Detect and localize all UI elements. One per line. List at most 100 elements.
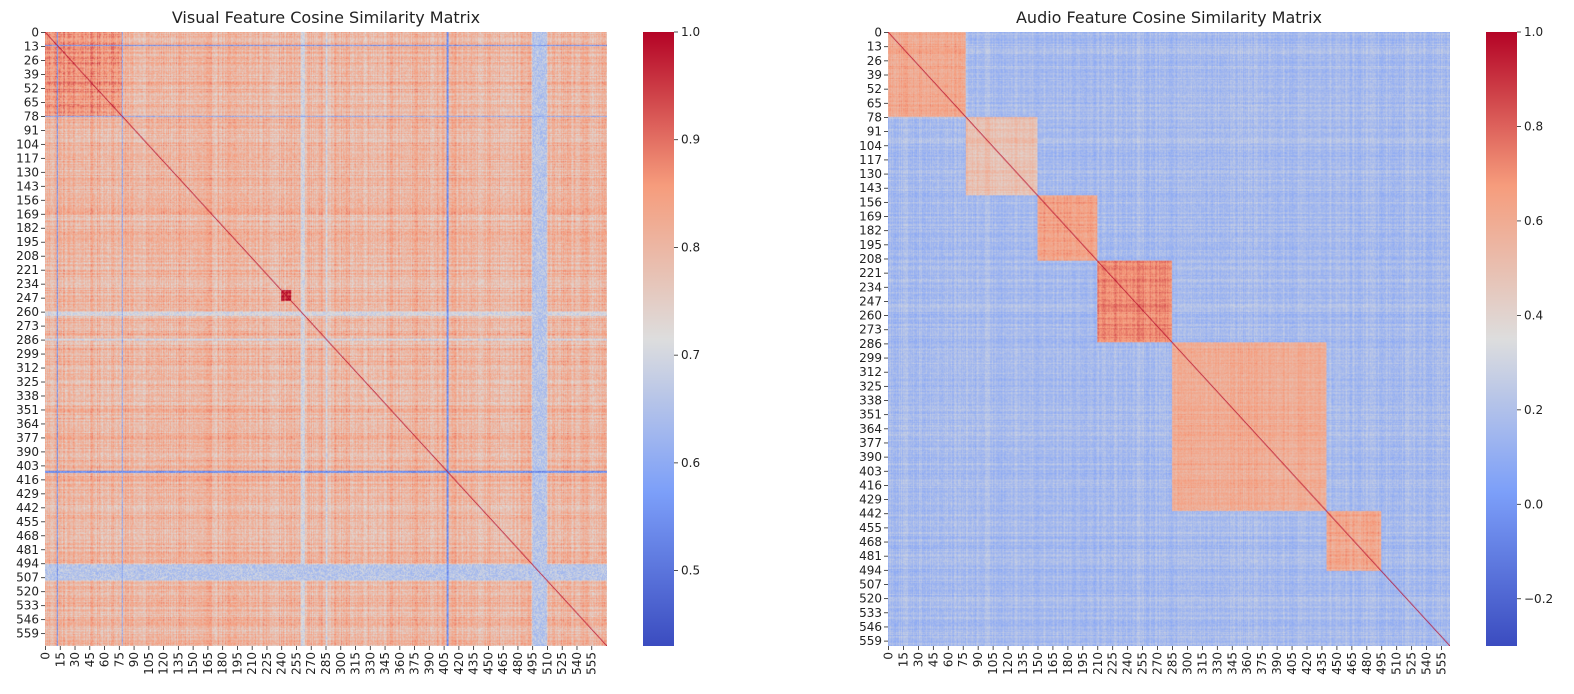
y-tick-label: 559 <box>16 627 39 641</box>
y-tick-label: 39 <box>867 68 882 82</box>
x-tick-label: 525 <box>555 652 569 675</box>
y-tick-label: 182 <box>859 224 882 238</box>
x-tick-label: 120 <box>1001 652 1015 675</box>
colorbar-tick-label: 0.6 <box>1524 214 1543 228</box>
y-tick-label: 533 <box>16 599 39 613</box>
x-tick-label: 450 <box>1330 652 1344 675</box>
x-tick-label: 240 <box>275 652 289 675</box>
x-tick-label: 300 <box>334 652 348 675</box>
y-tick-label: 520 <box>16 585 39 599</box>
x-tick-label: 345 <box>1225 652 1239 675</box>
x-tick-label: 120 <box>157 652 171 675</box>
x-tick-label: 555 <box>1435 652 1449 675</box>
y-tick-label: 455 <box>859 521 882 535</box>
x-tick-label: 90 <box>127 652 141 667</box>
y-tick-label: 364 <box>16 417 39 431</box>
y-tick-label: 156 <box>16 193 39 207</box>
y-tick-label: 130 <box>16 165 39 179</box>
y-tick-label: 208 <box>16 249 39 263</box>
x-tick-label: 480 <box>511 652 525 675</box>
x-tick-label: 315 <box>1195 652 1209 675</box>
x-tick-label: 15 <box>53 652 67 667</box>
x-tick-label: 495 <box>1375 652 1389 675</box>
x-tick-label: 405 <box>1285 652 1299 675</box>
y-tick-label: 546 <box>16 613 39 627</box>
x-tick-label: 195 <box>1076 652 1090 675</box>
y-tick-label: 182 <box>16 221 39 235</box>
x-tick-label: 75 <box>956 652 970 667</box>
x-tick-label: 75 <box>112 652 126 667</box>
y-tick-label: 13 <box>867 40 882 54</box>
visual-heatmap-panel: Visual Feature Cosine Similarity Matrix … <box>16 8 700 675</box>
x-tick-label: 210 <box>245 652 259 675</box>
y-tick-label: 403 <box>859 464 882 478</box>
y-tick-label: 78 <box>24 109 39 123</box>
x-tick-label: 465 <box>1345 652 1359 675</box>
audio-heatmap-title: Audio Feature Cosine Similarity Matrix <box>1016 8 1322 27</box>
y-tick-label: 65 <box>24 95 39 109</box>
x-tick-label: 540 <box>1420 652 1434 675</box>
y-tick-label: 325 <box>859 379 882 393</box>
x-tick-label: 150 <box>1031 652 1045 675</box>
y-tick-label: 52 <box>24 81 39 95</box>
y-tick-label: 364 <box>859 422 882 436</box>
y-tick-label: 156 <box>859 195 882 209</box>
colorbar-tick-label: 0.0 <box>1524 497 1543 511</box>
x-tick-label: 525 <box>1405 652 1419 675</box>
y-tick-label: 338 <box>16 389 39 403</box>
x-tick-label: 360 <box>393 652 407 675</box>
x-tick-label: 30 <box>911 652 925 667</box>
colorbar-tick-label: 0.6 <box>681 456 700 470</box>
y-tick-label: 286 <box>16 333 39 347</box>
x-tick-label: 510 <box>540 652 554 675</box>
x-tick-label: 435 <box>1315 652 1329 675</box>
x-tick-label: 45 <box>83 652 97 667</box>
y-tick-label: 351 <box>16 403 39 417</box>
y-tick-label: 390 <box>859 450 882 464</box>
y-tick-label: 234 <box>859 280 882 294</box>
y-tick-label: 208 <box>859 252 882 266</box>
y-tick-label: 286 <box>859 337 882 351</box>
colorbar-tick-label: 1.0 <box>1524 25 1543 39</box>
x-tick-label: 360 <box>1240 652 1254 675</box>
x-tick-label: 135 <box>1016 652 1030 675</box>
x-tick-label: 150 <box>186 652 200 675</box>
y-tick-label: 52 <box>867 82 882 96</box>
y-tick-label: 247 <box>859 294 882 308</box>
y-tick-label: 65 <box>867 96 882 110</box>
audio-colorbar: −0.2 0.0 0.2 0.4 0.6 0.8 1.0 <box>1486 25 1553 646</box>
colorbar-tick-label: 0.8 <box>681 240 700 254</box>
x-tick-label: 255 <box>1136 652 1150 675</box>
y-tick-label: 91 <box>867 125 882 139</box>
y-tick-label: 299 <box>16 347 39 361</box>
y-tick-label: 507 <box>16 571 39 585</box>
y-tick-label: 442 <box>16 501 39 515</box>
colorbar-tick-label: 0.2 <box>1524 403 1543 417</box>
x-tick-label: 270 <box>1151 652 1165 675</box>
x-tick-label: 375 <box>1255 652 1269 675</box>
x-tick-label: 375 <box>408 652 422 675</box>
audio-heatmap-ticks: 0132639526578911041171301431561691821952… <box>859 26 1448 675</box>
x-tick-label: 390 <box>422 652 436 675</box>
x-tick-label: 180 <box>1061 652 1075 675</box>
y-tick-label: 195 <box>16 235 39 249</box>
y-tick-label: 429 <box>16 487 39 501</box>
x-tick-label: 225 <box>260 652 274 675</box>
x-tick-label: 15 <box>896 652 910 667</box>
audio-heatmap-panel: Audio Feature Cosine Similarity Matrix 0… <box>859 8 1553 675</box>
x-tick-label: 330 <box>1210 652 1224 675</box>
y-tick-label: 13 <box>24 40 39 54</box>
x-tick-label: 60 <box>98 652 112 667</box>
y-tick-label: 312 <box>859 365 882 379</box>
x-tick-label: 240 <box>1121 652 1135 675</box>
x-tick-label: 0 <box>881 652 895 660</box>
x-tick-label: 465 <box>496 652 510 675</box>
y-tick-label: 299 <box>859 351 882 365</box>
y-tick-label: 117 <box>859 153 882 167</box>
x-tick-label: 60 <box>941 652 955 667</box>
x-tick-label: 105 <box>142 652 156 675</box>
x-tick-label: 45 <box>926 652 940 667</box>
colorbar-tick-label: 0.4 <box>1524 308 1543 322</box>
y-tick-label: 26 <box>24 53 39 67</box>
y-tick-label: 0 <box>31 26 39 40</box>
